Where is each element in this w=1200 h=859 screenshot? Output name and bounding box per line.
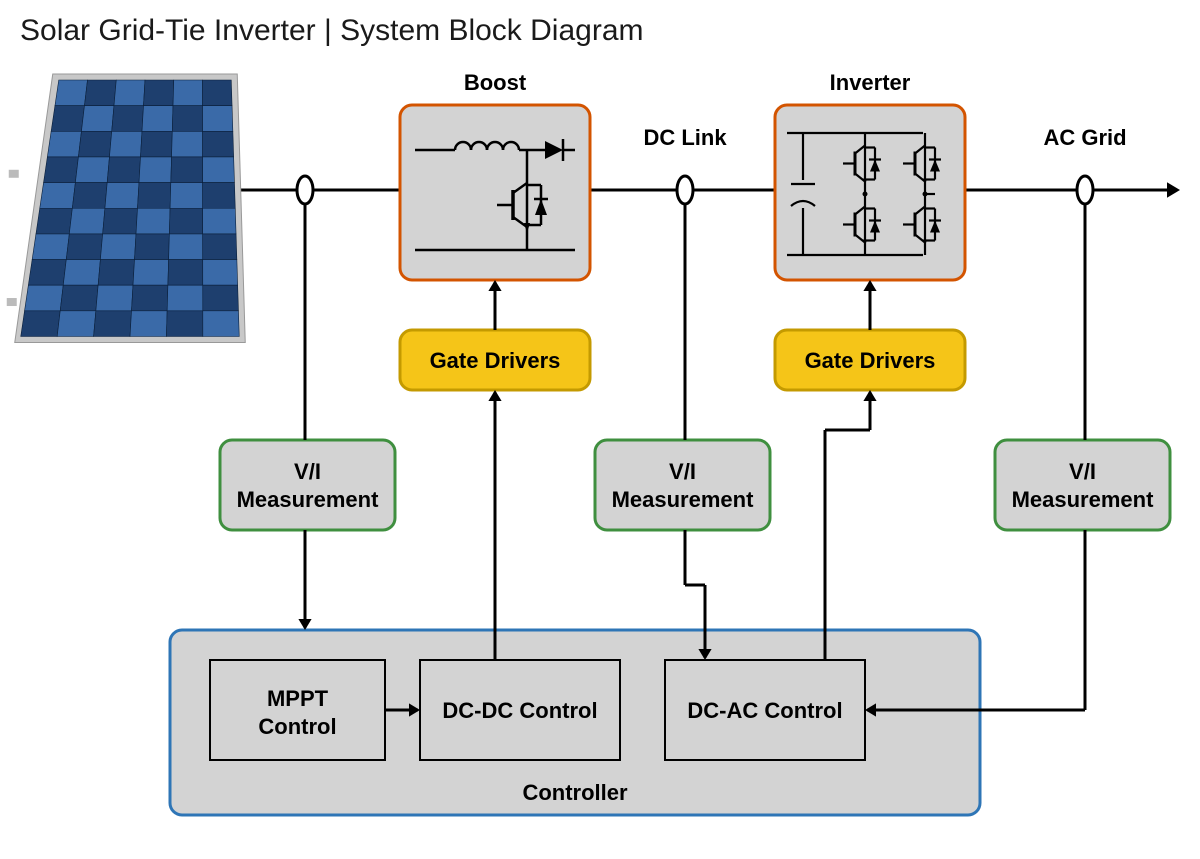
mppt-control-label-b: Control (258, 714, 336, 739)
dcdc-control-label: DC-DC Control (442, 698, 597, 723)
boost-block: Boost (400, 70, 590, 280)
gate-drivers-2-label: Gate Drivers (805, 348, 936, 373)
inverter-label: Inverter (830, 70, 911, 95)
vi-measurement-2-label-b: Measurement (612, 487, 755, 512)
dc-link-label: DC Link (643, 125, 727, 150)
page-title: Solar Grid-Tie Inverter | System Block D… (20, 14, 644, 47)
vi-measurement-2-rect (595, 440, 770, 530)
boost-label: Boost (464, 70, 527, 95)
sense-tap (677, 176, 693, 204)
boost-block-rect (400, 105, 590, 280)
vi-measurement-1-label-a: V/I (294, 459, 321, 484)
vi-measurement-3-label-a: V/I (1069, 459, 1096, 484)
controller-label: Controller (522, 780, 628, 805)
controller-block: Controller MPPT Control DC-DC Control DC-AC … (170, 630, 980, 815)
sense-tap (1077, 176, 1093, 204)
gate-drivers-1-label: Gate Drivers (430, 348, 561, 373)
gate-drivers-1: Gate Drivers (400, 330, 590, 390)
dcac-control-label: DC-AC Control (687, 698, 842, 723)
vi-measurement-3-label-b: Measurement (1012, 487, 1155, 512)
vi-measurement-2-label-a: V/I (669, 459, 696, 484)
vi-measurement-1: V/I Measurement (220, 440, 395, 530)
vi-measurement-1-rect (220, 440, 395, 530)
ac-grid-label: AC Grid (1043, 125, 1126, 150)
vi-measurement-1-label-b: Measurement (237, 487, 380, 512)
sense-tap (297, 176, 313, 204)
gate-drivers-2: Gate Drivers (775, 330, 965, 390)
vi-measurement-3: V/I Measurement (995, 440, 1170, 530)
vi-measurement-2: V/I Measurement (595, 440, 770, 530)
vi-measurement-3-rect (995, 440, 1170, 530)
solar-panel-icon (7, 74, 246, 343)
inverter-block: Inverter (775, 70, 965, 280)
mppt-control-label-a: MPPT (267, 686, 329, 711)
